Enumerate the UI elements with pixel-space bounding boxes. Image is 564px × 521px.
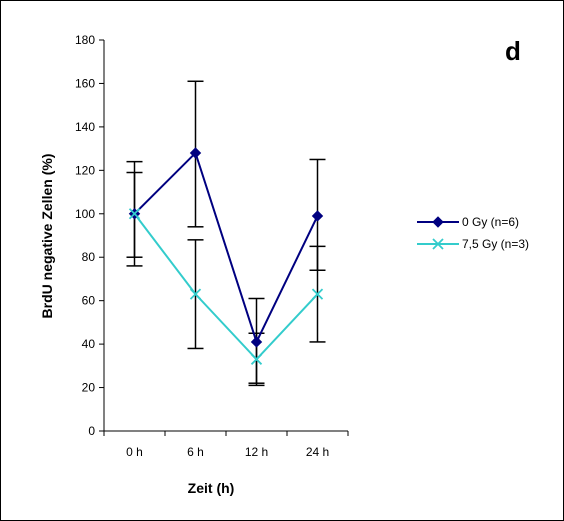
- y-axis: 0 20 40 60 80 100 120 140 160 180: [75, 33, 105, 438]
- panel-label: d: [505, 36, 521, 66]
- y-tick-label: 0: [88, 424, 95, 438]
- y-tick-label: 60: [82, 294, 96, 308]
- legend-label: 0 Gy (n=6): [462, 215, 519, 229]
- x-tick-label: 12 h: [245, 445, 268, 459]
- x-tick-label: 0 h: [126, 445, 143, 459]
- data-point-series-2: [128, 208, 141, 220]
- error-bars: [126, 80, 326, 387]
- legend-item: 0 Gy (n=6): [417, 215, 519, 229]
- y-tick-label: 120: [75, 163, 95, 177]
- data-point-series-1: [189, 147, 202, 159]
- x-axis: 0 h 6 h 12 h 24 h: [103, 430, 349, 459]
- y-tick-label: 80: [82, 250, 96, 264]
- data-point-series-2: [311, 288, 324, 300]
- data-point-series-1: [311, 210, 324, 222]
- y-tick-label: 160: [75, 76, 95, 90]
- y-tick-label: 140: [75, 120, 95, 134]
- y-tick-label: 40: [82, 337, 96, 351]
- y-axis-title: BrdU negative Zellen (%): [39, 154, 55, 319]
- data-point-series-1: [250, 336, 263, 348]
- y-tick-label: 100: [75, 207, 95, 221]
- data-point-series-2: [189, 288, 202, 300]
- data-point-series-2: [250, 353, 263, 365]
- series-markers: [128, 147, 324, 365]
- legend-marker: [432, 216, 444, 228]
- x-tick-label: 24 h: [306, 445, 329, 459]
- legend-label: 7,5 Gy (n=3): [462, 237, 529, 251]
- legend-item: 7,5 Gy (n=3): [417, 237, 529, 251]
- legend: 0 Gy (n=6) 7,5 Gy (n=3): [417, 215, 529, 251]
- series-line-2: [133, 213, 319, 361]
- series-lines: [133, 151, 319, 361]
- y-tick-label: 180: [75, 33, 95, 47]
- x-axis-title: Zeit (h): [188, 480, 235, 496]
- legend-marker: [432, 238, 444, 250]
- series-line-1: [133, 151, 319, 345]
- y-tick-label: 20: [82, 381, 96, 395]
- x-tick-label: 6 h: [187, 445, 204, 459]
